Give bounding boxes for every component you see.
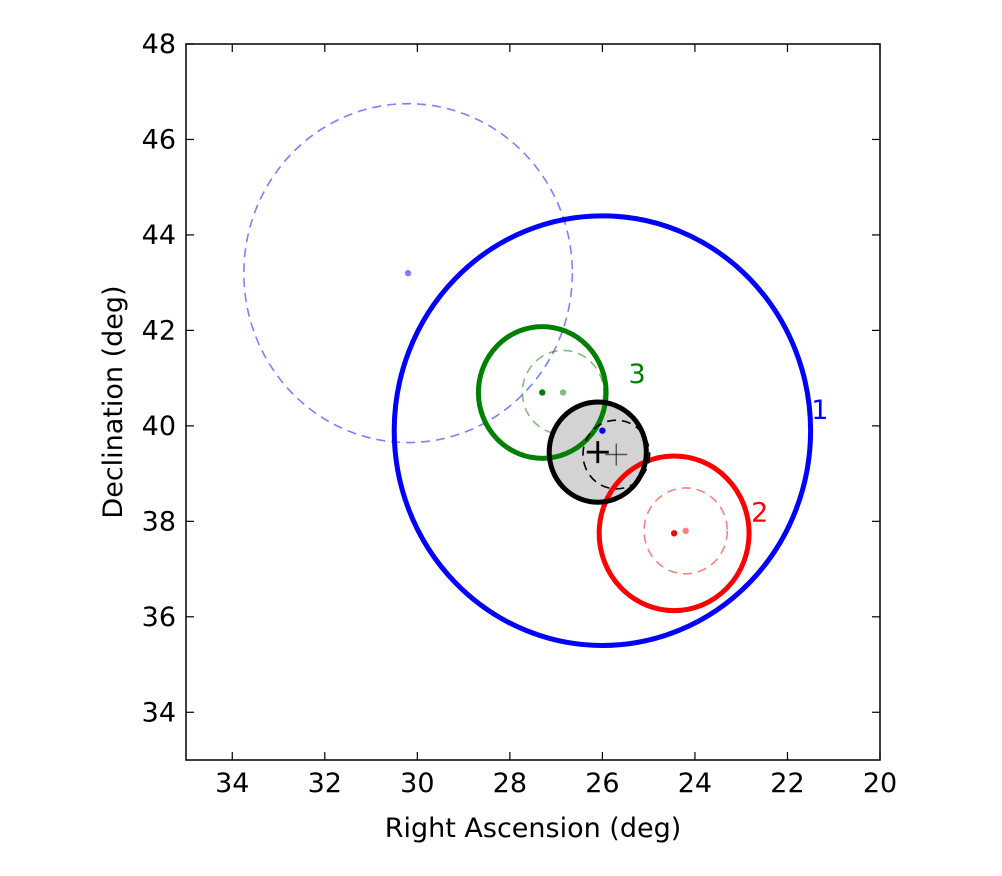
series-1-circle <box>391 213 814 648</box>
y-tick-label-40: 40 <box>142 411 176 442</box>
axes-frame <box>185 43 881 761</box>
truth-plus-marker <box>586 441 609 464</box>
y-tick-label-48: 48 <box>142 29 176 60</box>
truth-estimate-dashed-circle <box>582 419 651 490</box>
series-3-label: 3 <box>629 359 646 390</box>
series-1-center <box>599 427 606 434</box>
series-2-center <box>670 530 678 537</box>
plot-background <box>186 44 880 760</box>
series-1-dashed-circle <box>243 102 574 444</box>
y-tick-label-38: 38 <box>142 506 176 537</box>
x-tick-label-32: 32 <box>308 768 342 799</box>
y-tick-label-46: 46 <box>142 124 176 155</box>
x-axis-label: Right Ascension (deg) <box>385 813 682 844</box>
x-tick-label-34: 34 <box>215 768 249 799</box>
series-2-circle <box>596 453 752 614</box>
series-2-label: 2 <box>751 498 768 529</box>
x-tick-label-20: 20 <box>863 768 897 799</box>
truth-circle <box>546 399 649 505</box>
series-1-label: 1 <box>811 395 828 426</box>
y-tick-label-42: 42 <box>142 315 176 346</box>
plot-marks <box>243 102 814 648</box>
series-3-center <box>539 389 546 396</box>
y-tick-label-44: 44 <box>142 220 176 251</box>
series-3-dashed-center <box>559 389 567 396</box>
series-3-circle <box>475 324 609 461</box>
series-2-dashed-center <box>682 527 689 535</box>
x-tick-label-26: 26 <box>585 768 619 799</box>
x-tick-label-30: 30 <box>400 768 434 799</box>
x-tick-label-28: 28 <box>493 768 527 799</box>
y-axis-label: Declination (deg) <box>98 285 129 518</box>
y-tick-label-36: 36 <box>142 602 176 633</box>
series-labels: 1 2 3 <box>629 359 829 528</box>
estimate-plus-marker <box>605 443 628 466</box>
y-tick-label-34: 34 <box>142 697 176 728</box>
x-tick-label-24: 24 <box>678 768 712 799</box>
series-1-dashed-center <box>404 269 412 277</box>
x-tick-label-22: 22 <box>770 768 804 799</box>
series-2-dashed-circle <box>643 487 729 575</box>
